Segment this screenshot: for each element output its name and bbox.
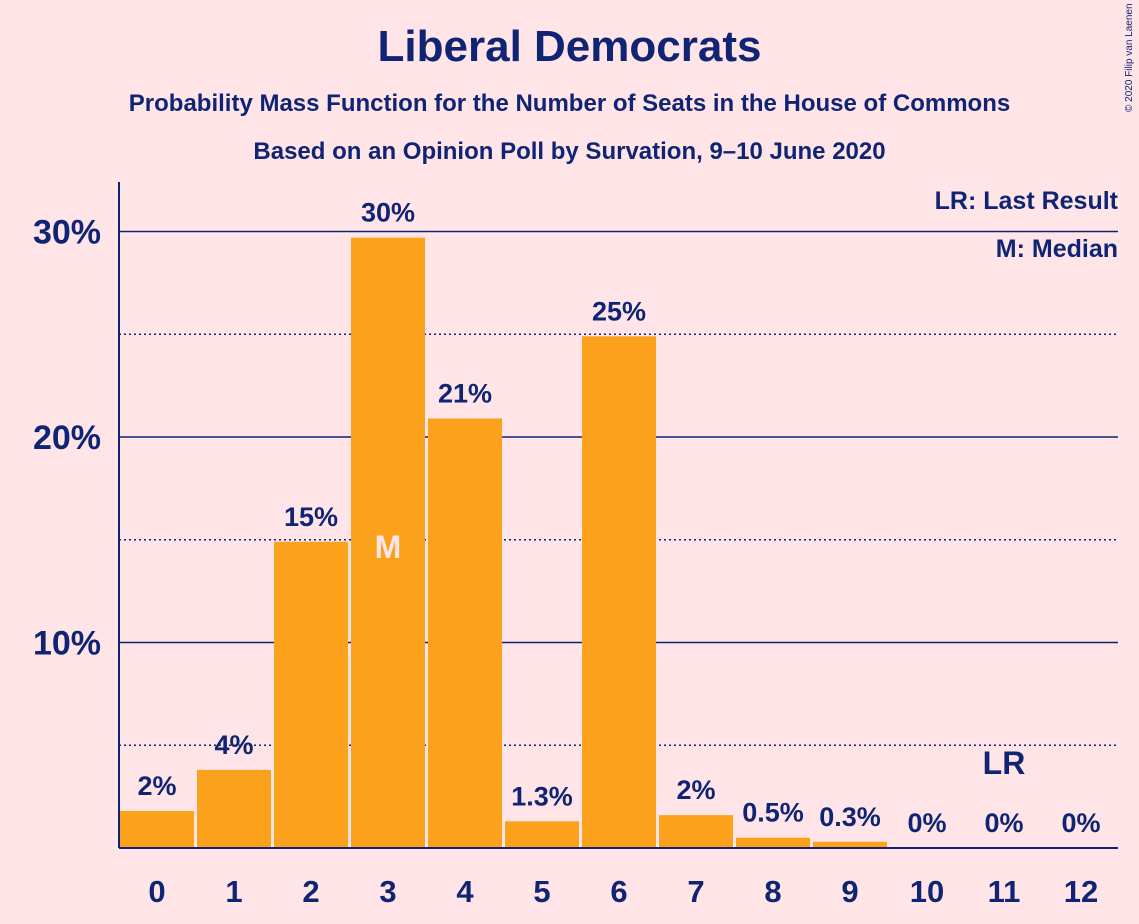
- chart-subtitle: Probability Mass Function for the Number…: [128, 90, 1011, 117]
- value-label: 2%: [676, 775, 715, 805]
- bars: [120, 237, 887, 849]
- x-tick-label: 0: [148, 874, 165, 909]
- bar: [813, 841, 887, 848]
- legend: LR: Last Result M: Median: [935, 187, 1119, 263]
- value-label: 21%: [438, 379, 492, 409]
- y-tick-label: 30%: [33, 214, 101, 252]
- x-tick-label: 11: [988, 874, 1021, 909]
- value-label: 0.3%: [819, 802, 881, 832]
- value-label: 0%: [984, 808, 1023, 838]
- bar: [505, 821, 579, 848]
- x-tick-label: 7: [687, 874, 704, 909]
- value-label: 0%: [907, 808, 946, 838]
- x-tick-label: 1: [225, 874, 242, 909]
- value-label: 15%: [284, 502, 338, 532]
- gridlines: 10% 20% 30%: [33, 214, 1118, 746]
- legend-entry: M: Median: [996, 235, 1118, 263]
- x-tick-label: 9: [841, 874, 858, 909]
- x-tick-label: 4: [456, 874, 474, 909]
- value-label: 4%: [214, 730, 253, 760]
- x-tick-label: 6: [610, 874, 627, 909]
- bar: [197, 769, 271, 848]
- value-labels: 2% 0 4% 1 15% 2 30% 3 M 21% 4 1.3% 5 25% 6 2% 7 0.5% 8 0.3%…: [137, 198, 1100, 909]
- bar: [582, 336, 656, 848]
- y-tick-label: 20%: [33, 419, 101, 457]
- x-tick-label: 5: [533, 874, 550, 909]
- x-tick-label: 10: [910, 874, 944, 909]
- x-tick-label: 2: [302, 874, 319, 909]
- x-tick-label: 12: [1064, 874, 1098, 909]
- legend-entry: LR: Last Result: [935, 187, 1119, 215]
- y-tick-label: 10%: [33, 625, 101, 663]
- bar: [351, 237, 425, 849]
- bar: [659, 815, 733, 848]
- value-label: 30%: [361, 198, 415, 228]
- bar: [120, 811, 194, 848]
- bar: [428, 418, 502, 848]
- value-label: 0.5%: [742, 798, 804, 828]
- value-label: 1.3%: [511, 781, 573, 811]
- x-tick-label: 3: [379, 874, 396, 909]
- axes: [118, 182, 1118, 849]
- value-label: 0%: [1061, 808, 1100, 838]
- value-label: 25%: [592, 296, 646, 326]
- chart-subtitle-2: Based on an Opinion Poll by Survation, 9…: [253, 138, 886, 165]
- bar: [736, 837, 810, 848]
- value-label: 2%: [137, 771, 176, 801]
- last-result-marker: LR: [983, 745, 1026, 781]
- x-tick-label: 8: [764, 874, 781, 909]
- median-marker: M: [375, 529, 402, 565]
- bar: [274, 541, 348, 848]
- chart-title: Liberal Democrats: [377, 22, 762, 71]
